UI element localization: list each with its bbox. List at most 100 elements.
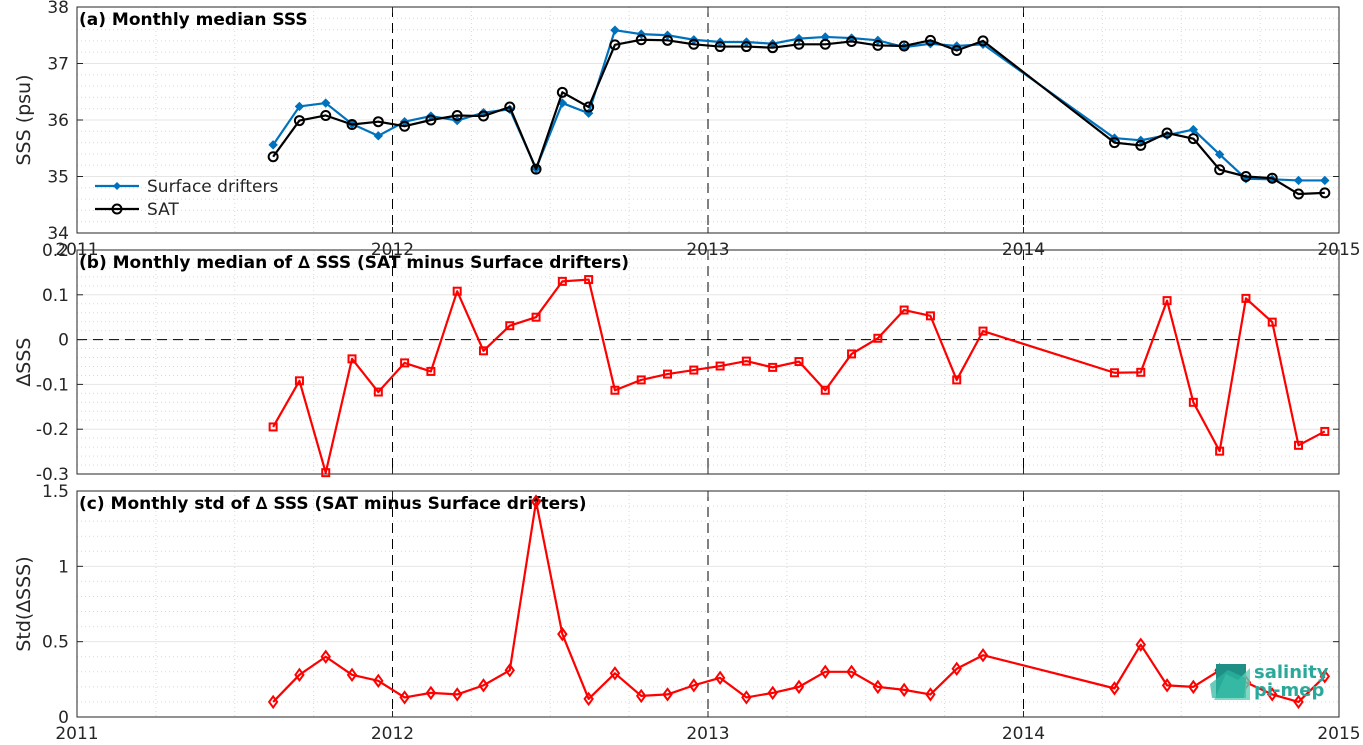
data-point [321, 98, 331, 108]
data-point [373, 387, 383, 397]
series-line [272, 38, 1325, 196]
data-point [898, 682, 910, 698]
logo-line2: pi-mep [1254, 680, 1324, 701]
data-point [793, 679, 805, 695]
data-point [372, 116, 384, 128]
y-tick-label: 1.5 [42, 482, 69, 502]
data-point [321, 468, 331, 478]
data-point [820, 385, 830, 395]
data-point [924, 34, 936, 46]
data-point [846, 35, 858, 47]
data-point [951, 45, 963, 57]
data-point [1135, 637, 1147, 652]
data-point [714, 41, 726, 53]
data-point [1214, 149, 1225, 160]
data-point [1161, 127, 1173, 139]
data-point [1266, 172, 1278, 184]
y-axis-label: SSS (psu) [13, 74, 35, 165]
data-point [477, 110, 489, 122]
data-point [1109, 681, 1120, 696]
panel-title: (c) Monthly std of ∆ SSS (SAT minus Surf… [79, 494, 586, 514]
data-point [610, 25, 620, 35]
data-point [1188, 679, 1199, 695]
data-point [689, 365, 699, 375]
y-tick-label: 0 [58, 331, 69, 351]
data-point [636, 375, 646, 385]
y-tick-label: 38 [47, 0, 69, 18]
series-line [272, 29, 1325, 182]
data-point [899, 305, 909, 315]
data-point [1108, 137, 1120, 149]
y-tick-label: 0 [58, 708, 69, 728]
data-point [505, 321, 515, 331]
logo-emblem-icon [1210, 664, 1250, 700]
legend-marker [111, 203, 123, 215]
data-point [767, 685, 778, 701]
data-point [425, 685, 437, 701]
data-point [872, 39, 884, 51]
y-tick-label: 1 [58, 557, 69, 577]
data-point [557, 626, 568, 642]
data-point [1241, 293, 1251, 303]
data-point [819, 38, 831, 50]
data-point [425, 114, 437, 126]
data-point [662, 687, 673, 702]
data-point [1240, 171, 1252, 182]
data-point [346, 667, 358, 683]
y-tick-label: 0.5 [42, 633, 69, 653]
data-point [977, 648, 989, 663]
y-axis-label: ∆SSS [13, 338, 35, 388]
panel-c-std-delta-sss: 0 0.5 1 1.5 2011 2012 2013 2014 2015 Std(∆SSS) (c)… [13, 482, 1361, 744]
data-point [1161, 678, 1173, 693]
data-point [635, 34, 647, 46]
data-point [346, 119, 358, 131]
data-point [952, 375, 962, 385]
legend: Surface drifters SAT [95, 177, 278, 220]
data-point [872, 679, 884, 695]
y-tick-label: 35 [47, 168, 69, 188]
data-point [1320, 175, 1330, 186]
y-tick-label: 36 [47, 111, 69, 131]
data-point [741, 356, 751, 366]
legend-label: SAT [147, 200, 179, 220]
data-point [609, 39, 621, 51]
y-tick-label: 0.1 [42, 286, 69, 306]
y-tick-label: 34 [47, 224, 69, 244]
x-tick-label: 2011 [55, 724, 98, 744]
data-point [584, 275, 594, 285]
data-point [977, 35, 989, 47]
x-tick-label: 2012 [371, 724, 414, 744]
data-point [873, 333, 883, 343]
y-tick-label: -0.2 [36, 420, 69, 440]
y-tick-label: 0.2 [42, 241, 69, 261]
data-point [451, 109, 463, 121]
data-point [1266, 687, 1278, 702]
y-tick-label: -0.3 [36, 465, 69, 485]
data-point [451, 687, 463, 702]
data-point [294, 667, 305, 683]
panel-a-sss: 343536373820112012201320142015SSS (psu)(… [13, 0, 1361, 260]
data-point [478, 346, 488, 356]
data-point [294, 376, 304, 386]
data-point [610, 385, 620, 395]
data-point [1187, 133, 1199, 145]
data-point [740, 41, 752, 53]
data-point [320, 109, 332, 121]
logo-line1: salinity [1254, 662, 1329, 683]
data-point [347, 354, 357, 364]
data-point [662, 34, 674, 46]
data-point [847, 349, 857, 359]
data-point [267, 151, 279, 163]
data-point [267, 694, 279, 710]
data-point [556, 86, 568, 98]
data-point [846, 664, 857, 680]
data-point [820, 664, 831, 680]
data-point [530, 163, 542, 175]
series-line [272, 278, 1326, 474]
data-point [373, 673, 384, 689]
data-point [1162, 296, 1172, 306]
data-point [715, 361, 725, 371]
data-point [767, 42, 779, 54]
data-point [1188, 397, 1198, 407]
